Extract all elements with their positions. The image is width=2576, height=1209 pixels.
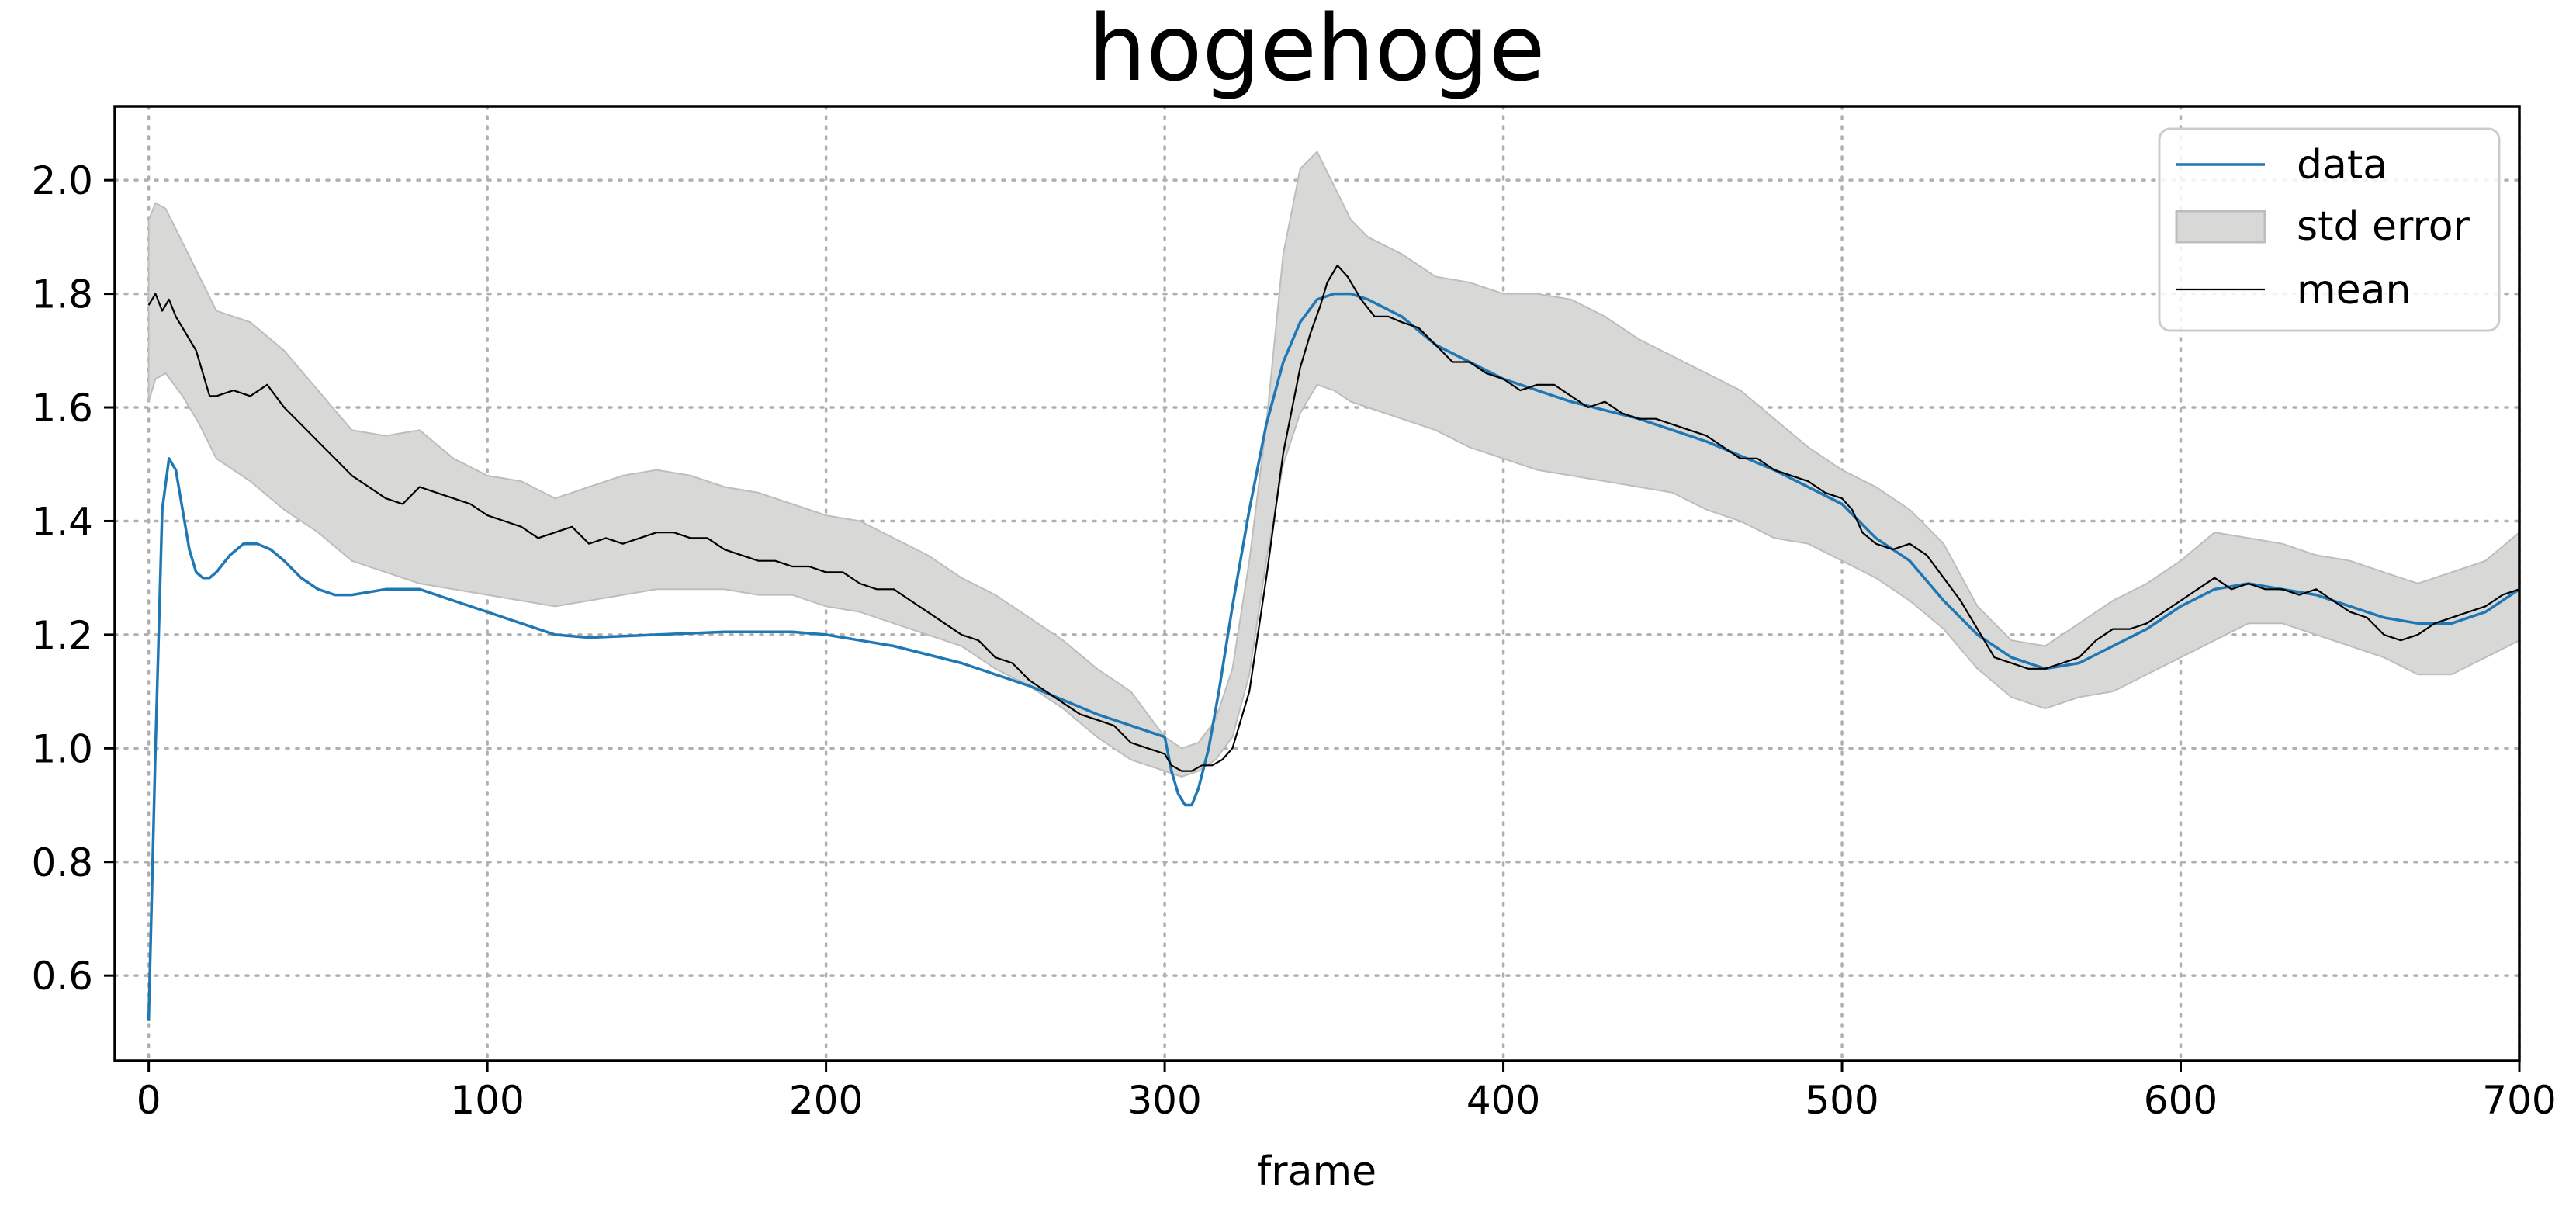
chart-title: hogehoge xyxy=(1089,0,1546,102)
x-tick-label: 300 xyxy=(1127,1078,1201,1123)
y-tick-label: 1.4 xyxy=(31,499,93,544)
x-tick-label: 400 xyxy=(1466,1078,1540,1123)
plot-frame xyxy=(113,105,2521,1062)
series-lines xyxy=(147,264,2520,1021)
y-tick-label: 2.0 xyxy=(31,158,93,203)
y-tick-label: 1.6 xyxy=(31,386,93,431)
legend-label-data: data xyxy=(2297,142,2387,189)
x-tick-label: 600 xyxy=(2144,1078,2218,1123)
y-tick-label: 1.2 xyxy=(31,613,93,658)
x-tick-label: 200 xyxy=(789,1078,863,1123)
y-tick-label: 0.6 xyxy=(31,954,93,999)
x-tick-label: 500 xyxy=(1805,1078,1878,1123)
x-axis-ticks: 0 100 200 300 400 500 600 700 xyxy=(137,1061,2557,1123)
x-tick-label: 0 xyxy=(137,1078,161,1123)
legend-label-mean: mean xyxy=(2297,267,2411,314)
x-tick-label: 700 xyxy=(2482,1078,2556,1123)
legend-label-std-error: std error xyxy=(2297,203,2470,250)
legend-box xyxy=(2158,127,2501,332)
legend-swatch-std-error xyxy=(2175,210,2266,244)
legend: data std error mean xyxy=(2158,127,2501,332)
mean-line xyxy=(147,264,2520,772)
data-line xyxy=(147,292,2520,1021)
y-tick-label: 0.8 xyxy=(31,840,93,885)
y-tick-label: 1.0 xyxy=(31,726,93,771)
x-tick-label: 100 xyxy=(450,1078,524,1123)
x-axis-label: frame xyxy=(1257,1148,1376,1195)
y-tick-label: 1.8 xyxy=(31,272,93,317)
y-axis-ticks: 0.6 0.8 1.0 1.2 1.4 1.6 1.8 2.0 xyxy=(31,158,115,999)
